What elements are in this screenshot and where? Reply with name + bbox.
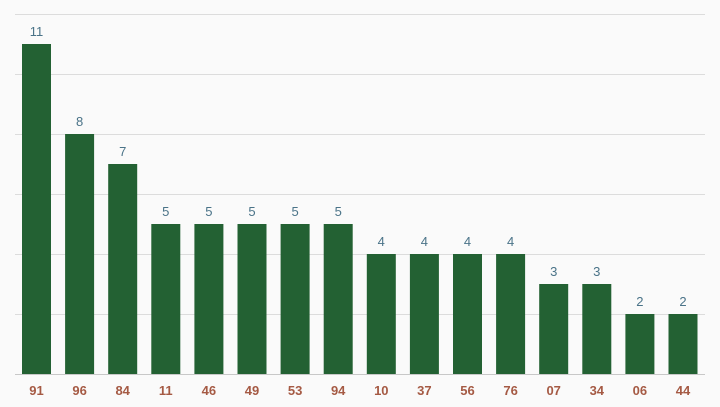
value-label-07: 3 [550, 264, 557, 279]
value-label-06: 2 [636, 294, 643, 309]
bar-06 [625, 314, 655, 374]
x-tick-label-37: 37 [417, 383, 431, 398]
bar-44 [668, 314, 698, 374]
value-label-44: 2 [679, 294, 686, 309]
value-label-96: 8 [76, 114, 83, 129]
x-tick-label-53: 53 [288, 383, 302, 398]
value-label-76: 4 [507, 234, 514, 249]
value-label-10: 4 [378, 234, 385, 249]
x-tick-label-94: 94 [331, 383, 346, 398]
bar-53 [280, 224, 310, 374]
value-label-91: 11 [30, 24, 44, 39]
value-label-84: 7 [119, 144, 126, 159]
x-tick-label-84: 84 [115, 383, 130, 398]
x-tick-label-44: 44 [676, 383, 691, 398]
bar-76 [496, 254, 526, 374]
bar-34 [582, 284, 612, 374]
x-tick-label-76: 76 [503, 383, 517, 398]
x-tick-label-06: 06 [633, 383, 647, 398]
value-label-11: 5 [162, 204, 169, 219]
value-label-46: 5 [205, 204, 212, 219]
value-label-56: 4 [464, 234, 471, 249]
bar-94 [323, 224, 353, 374]
value-label-49: 5 [248, 204, 255, 219]
x-tick-label-56: 56 [460, 383, 474, 398]
bar-49 [237, 224, 267, 374]
bar-96 [65, 134, 95, 374]
bar-84 [108, 164, 138, 374]
bar-56 [453, 254, 482, 374]
bar-46 [194, 224, 224, 374]
x-tick-label-07: 07 [546, 383, 560, 398]
x-tick-label-91: 91 [29, 383, 43, 398]
bars [22, 44, 698, 374]
value-label-37: 4 [421, 234, 428, 249]
bar-37 [409, 254, 439, 374]
value-label-94: 5 [335, 204, 342, 219]
value-label-34: 3 [593, 264, 600, 279]
x-tick-label-11: 11 [159, 383, 173, 398]
x-tick-label-49: 49 [245, 383, 259, 398]
x-tick-label-96: 96 [72, 383, 86, 398]
bar-10 [366, 254, 396, 374]
x-tick-label-34: 34 [590, 383, 605, 398]
bar-07 [539, 284, 569, 374]
value-label-53: 5 [291, 204, 298, 219]
x-tick-label-10: 10 [374, 383, 388, 398]
x-tick-labels: 91 96 84 11 46 49 53 94 10 37 56 76 07 34 06 44 [29, 383, 691, 398]
bar-11 [151, 224, 181, 374]
x-tick-label-46: 46 [202, 383, 216, 398]
bar-91 [22, 44, 51, 374]
value-labels: 11 8 7 5 5 5 5 5 4 4 4 4 3 3 2 2 [30, 24, 687, 309]
